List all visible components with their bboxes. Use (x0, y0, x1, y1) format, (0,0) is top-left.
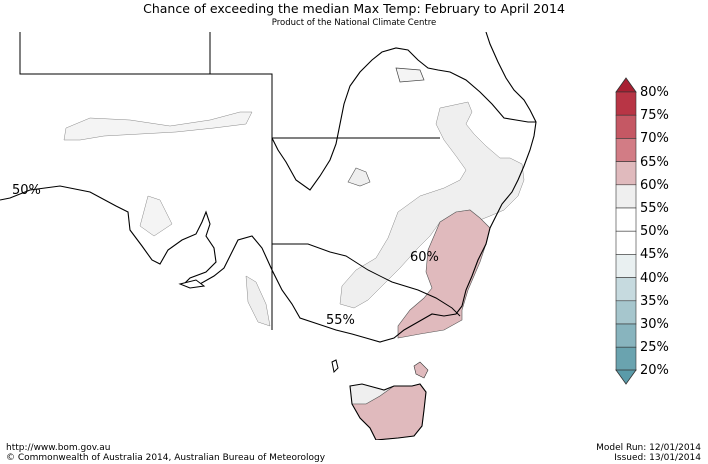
zone-55-60-sa-coast (245, 275, 271, 327)
legend-swatch (615, 230, 637, 255)
legend-label: 45% (640, 247, 669, 263)
zone-60-65-island (413, 361, 429, 379)
legend-swatch (615, 277, 637, 302)
legend-swatch (615, 346, 637, 371)
map-subtitle: Product of the National Climate Centre (271, 18, 437, 28)
coastline-mainland (0, 32, 537, 343)
legend-swatches (615, 91, 637, 371)
coastline-tasmania (349, 383, 427, 440)
zone-55-60-east (339, 101, 525, 309)
legend-swatch (615, 323, 637, 348)
legend-label: 75% (640, 108, 669, 124)
zone-55-60-west-b (139, 195, 173, 237)
legend-label: 35% (640, 293, 669, 309)
state-borders (19, 32, 461, 330)
legend-swatch (615, 254, 637, 278)
legend-swatch (615, 300, 637, 325)
legend-label: 20% (640, 363, 669, 379)
legend-label: 80% (640, 85, 669, 100)
legend-swatch (615, 161, 637, 186)
legend-swatch (615, 184, 637, 209)
legend-label: 30% (640, 317, 669, 332)
legend-label: 60% (640, 177, 669, 193)
map-title: Chance of exceeding the median Max Temp:… (143, 1, 565, 16)
zone-55-60-west-a (63, 111, 253, 141)
legend-arrow-top (615, 77, 637, 93)
legend-label: 70% (640, 131, 669, 147)
legend: 80% 75% 70% 65% 60% 55% 50% 45% 40% 35% 30% 25% 20% (612, 76, 708, 388)
legend-label: 40% (640, 270, 669, 286)
legend-swatch (615, 114, 637, 139)
legend-swatch (615, 138, 637, 162)
footer-copyright: © Commonwealth of Australia 2014, Austra… (6, 453, 326, 463)
footer-model-run: Model Run: 12/01/2014 (596, 443, 701, 453)
map-label-south: 55% (326, 313, 355, 328)
map-label-west: 50% (12, 183, 41, 198)
coastline-north (271, 47, 536, 191)
legend-colorbar (615, 77, 637, 385)
legend-label: 25% (640, 340, 669, 356)
legend-swatch (615, 207, 637, 232)
legend-swatch (615, 91, 637, 116)
island-kangaroo (178, 279, 206, 289)
map-label-central: 60% (410, 250, 439, 265)
legend-label: 55% (640, 201, 669, 216)
legend-label: 65% (640, 154, 669, 170)
lake-outline (395, 67, 425, 83)
footer-issued: Issued: 13/01/2014 (614, 453, 701, 463)
footer-url[interactable]: http://www.bom.gov.au (6, 443, 111, 453)
legend-label: 50% (640, 224, 669, 240)
zone-60-65-nsw (397, 209, 491, 339)
legend-arrow-bottom (615, 369, 637, 385)
zone-55-60-central-lake (347, 167, 371, 187)
island-small (331, 359, 339, 374)
forecast-map: 50% 60% 55% (0, 32, 537, 440)
